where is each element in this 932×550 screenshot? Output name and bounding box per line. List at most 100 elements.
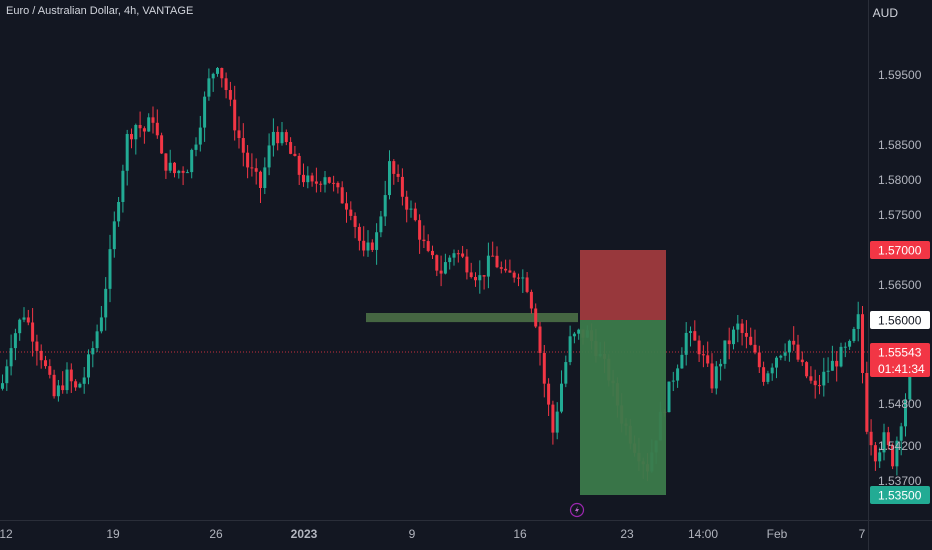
candle-body bbox=[508, 270, 512, 273]
candle-body bbox=[293, 153, 297, 156]
time-tick-label: 2023 bbox=[291, 527, 318, 541]
candle-body bbox=[418, 220, 422, 240]
candle-body bbox=[151, 117, 155, 123]
candle-body bbox=[323, 177, 327, 185]
candle-body bbox=[366, 242, 370, 251]
candle-body bbox=[44, 360, 47, 367]
candle-body bbox=[878, 452, 882, 462]
candle-body bbox=[319, 183, 323, 185]
candle-body bbox=[190, 149, 194, 173]
candle-body bbox=[701, 354, 705, 356]
candle-body bbox=[839, 346, 843, 367]
candle-body bbox=[560, 383, 563, 412]
candle-body bbox=[108, 249, 112, 289]
candle-body bbox=[512, 272, 516, 278]
candle-body bbox=[719, 363, 723, 367]
candle-body bbox=[99, 317, 103, 332]
candle-body bbox=[142, 128, 146, 132]
candle-body bbox=[173, 162, 176, 174]
candle-body bbox=[439, 270, 443, 274]
candle-body bbox=[314, 181, 318, 184]
candle-body bbox=[426, 241, 430, 251]
price-tick-label: 1.54200 bbox=[878, 439, 922, 453]
candle-body bbox=[431, 250, 434, 256]
price-tick-label: 1.53700 bbox=[878, 474, 922, 488]
candle-body bbox=[396, 173, 400, 177]
candle-body bbox=[783, 352, 787, 356]
candle-body bbox=[250, 167, 254, 169]
candle-body bbox=[61, 385, 65, 391]
candle-body bbox=[259, 171, 262, 189]
candle-body bbox=[534, 308, 538, 327]
candle-body bbox=[1, 383, 4, 389]
candle-body bbox=[39, 350, 43, 361]
candle-body bbox=[168, 162, 172, 171]
price-badge bbox=[870, 241, 930, 259]
candle-body bbox=[233, 99, 237, 131]
candle-body bbox=[693, 331, 697, 341]
candle-body bbox=[134, 124, 138, 140]
candle-body bbox=[465, 256, 469, 273]
candle-body bbox=[383, 195, 387, 217]
time-tick-label: 12 bbox=[0, 527, 13, 541]
candle-body bbox=[74, 381, 78, 388]
candle-body bbox=[241, 138, 245, 153]
candle-body bbox=[766, 373, 770, 382]
candle-body bbox=[198, 127, 202, 145]
candle-body bbox=[26, 317, 30, 323]
candle-body bbox=[155, 122, 159, 136]
candle-body bbox=[104, 288, 108, 318]
candle-body bbox=[904, 399, 907, 427]
candle-body bbox=[211, 73, 215, 79]
candle-body bbox=[538, 326, 542, 353]
candle-body bbox=[276, 131, 280, 144]
candle-body bbox=[69, 369, 73, 382]
candle-body bbox=[327, 177, 331, 183]
price-badge bbox=[870, 342, 930, 377]
candle-body bbox=[56, 385, 60, 397]
candle-body bbox=[787, 340, 791, 353]
candle-body bbox=[65, 369, 69, 391]
candle-body bbox=[237, 130, 241, 139]
candle-body bbox=[254, 168, 258, 172]
candle-body bbox=[542, 352, 546, 384]
candle-body bbox=[203, 96, 207, 128]
candle-body bbox=[452, 253, 456, 258]
candle-body bbox=[551, 404, 555, 433]
price-badge-label: 1.53500 bbox=[878, 489, 922, 503]
price-badge bbox=[870, 311, 930, 329]
candle-body bbox=[779, 355, 783, 358]
candle-body bbox=[332, 182, 336, 184]
candle-body bbox=[547, 383, 551, 405]
price-badge-label: 1.55543 bbox=[878, 345, 922, 359]
candle-body bbox=[82, 377, 86, 384]
candle-body bbox=[895, 440, 899, 467]
candle-body bbox=[882, 432, 886, 453]
candle-body bbox=[495, 255, 499, 268]
time-tick-label: 26 bbox=[209, 527, 223, 541]
candle-body bbox=[340, 187, 344, 204]
candle-body bbox=[336, 182, 340, 188]
candle-body bbox=[469, 272, 473, 278]
candle-body bbox=[422, 239, 426, 242]
candle-body bbox=[362, 240, 366, 251]
candle-body bbox=[310, 175, 314, 182]
candle-body bbox=[474, 277, 477, 281]
currency-label: AUD bbox=[872, 6, 898, 20]
price-tick-label: 1.54800 bbox=[878, 397, 922, 411]
candle-body bbox=[753, 344, 757, 353]
candle-body bbox=[529, 291, 533, 309]
candle-body bbox=[18, 319, 22, 334]
candle-body bbox=[517, 277, 520, 279]
candle-body bbox=[757, 352, 761, 368]
candle-body bbox=[684, 332, 688, 355]
candle-body bbox=[78, 383, 82, 388]
candle-body bbox=[375, 232, 379, 250]
stop-loss-zone bbox=[580, 250, 666, 320]
time-tick-label: 7 bbox=[859, 527, 866, 541]
candle-body bbox=[22, 317, 26, 320]
candle-body bbox=[891, 445, 895, 467]
candle-body bbox=[843, 346, 847, 348]
candle-body bbox=[216, 68, 219, 74]
